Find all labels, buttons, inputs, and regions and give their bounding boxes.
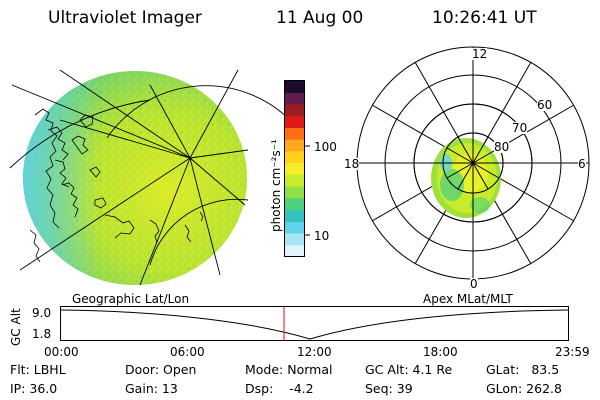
lat-label-80: 80 (494, 140, 510, 154)
timeline-y-axis-label: GC Alt (9, 308, 23, 346)
timeline-x-tick-1800: 18:00 (423, 345, 458, 359)
mlt-label-0: 0 (470, 277, 478, 291)
status-gain: Gain: 13 (125, 381, 178, 396)
timeline-plot (60, 306, 569, 341)
time-label: 10:26:41 UT (432, 8, 537, 28)
colorbar-cell (285, 210, 304, 223)
status-glon: GLon: 262.8 (486, 381, 562, 396)
colorbar-tick-100: 100 (314, 140, 337, 154)
timeline-y-tick-top: 9.0 (32, 306, 52, 320)
colorbar-cell (285, 198, 304, 211)
status-dsp: Dsp: -4.2 (245, 381, 314, 396)
date-label: 11 Aug 00 (276, 8, 364, 28)
mlt-label-6: 6 (578, 157, 586, 171)
colorbar-cell (285, 174, 304, 188)
status-filter: Flt: LBHL (10, 362, 66, 377)
lat-label-70: 70 (512, 121, 528, 135)
status-glat: GLat: 83.5 (486, 362, 560, 377)
colorbar-tick-10: 10 (314, 229, 330, 243)
colorbar-cell (285, 233, 304, 246)
colorbar-cell (285, 245, 304, 258)
timeline-x-tick-1200: 12:00 (297, 345, 332, 359)
colorbar-cell (285, 92, 304, 105)
lat-label-60: 60 (537, 98, 553, 112)
coastline-overlay (29, 108, 204, 263)
status-door: Door: Open (125, 362, 197, 377)
colorbar-cell (285, 116, 304, 129)
status-seq: Seq: 39 (365, 381, 413, 396)
colorbar-cell (285, 81, 304, 94)
timeline-x-tick-0600: 06:00 (170, 345, 205, 359)
geographic-grid (9, 69, 291, 286)
colorbar-cell (285, 221, 304, 235)
mlt-label-18: 18 (344, 157, 360, 171)
apex-label: Apex MLat/MLT (423, 292, 513, 306)
colorbar (284, 80, 310, 258)
timeline-x-tick-0000: 00:00 (44, 345, 79, 359)
colorbar-cell (285, 127, 304, 141)
auroral-oval (413, 103, 533, 223)
colorbar-cell (285, 151, 304, 164)
timeline-y-tick-bottom: 1.8 (32, 327, 52, 341)
instrument-title: Ultraviolet Imager (48, 8, 202, 28)
polar-plot (356, 46, 590, 280)
status-ip: IP: 36.0 (10, 381, 58, 396)
mlt-label-12: 12 (472, 47, 488, 61)
colorbar-unit-label: photon cm⁻²s⁻¹ (269, 139, 283, 232)
colorbar-cell (285, 186, 304, 199)
status-gc-alt: GC Alt: 4.1 Re (365, 362, 453, 377)
auroral-image-disc (23, 71, 247, 285)
timeline-x-tick-2359: 23:59 (555, 345, 590, 359)
geographic-label: Geographic Lat/Lon (72, 292, 190, 306)
colorbar-cell (285, 104, 304, 117)
status-mode: Mode: Normal (245, 362, 333, 377)
colorbar-cell (285, 139, 304, 152)
colorbar-cell (285, 163, 304, 176)
